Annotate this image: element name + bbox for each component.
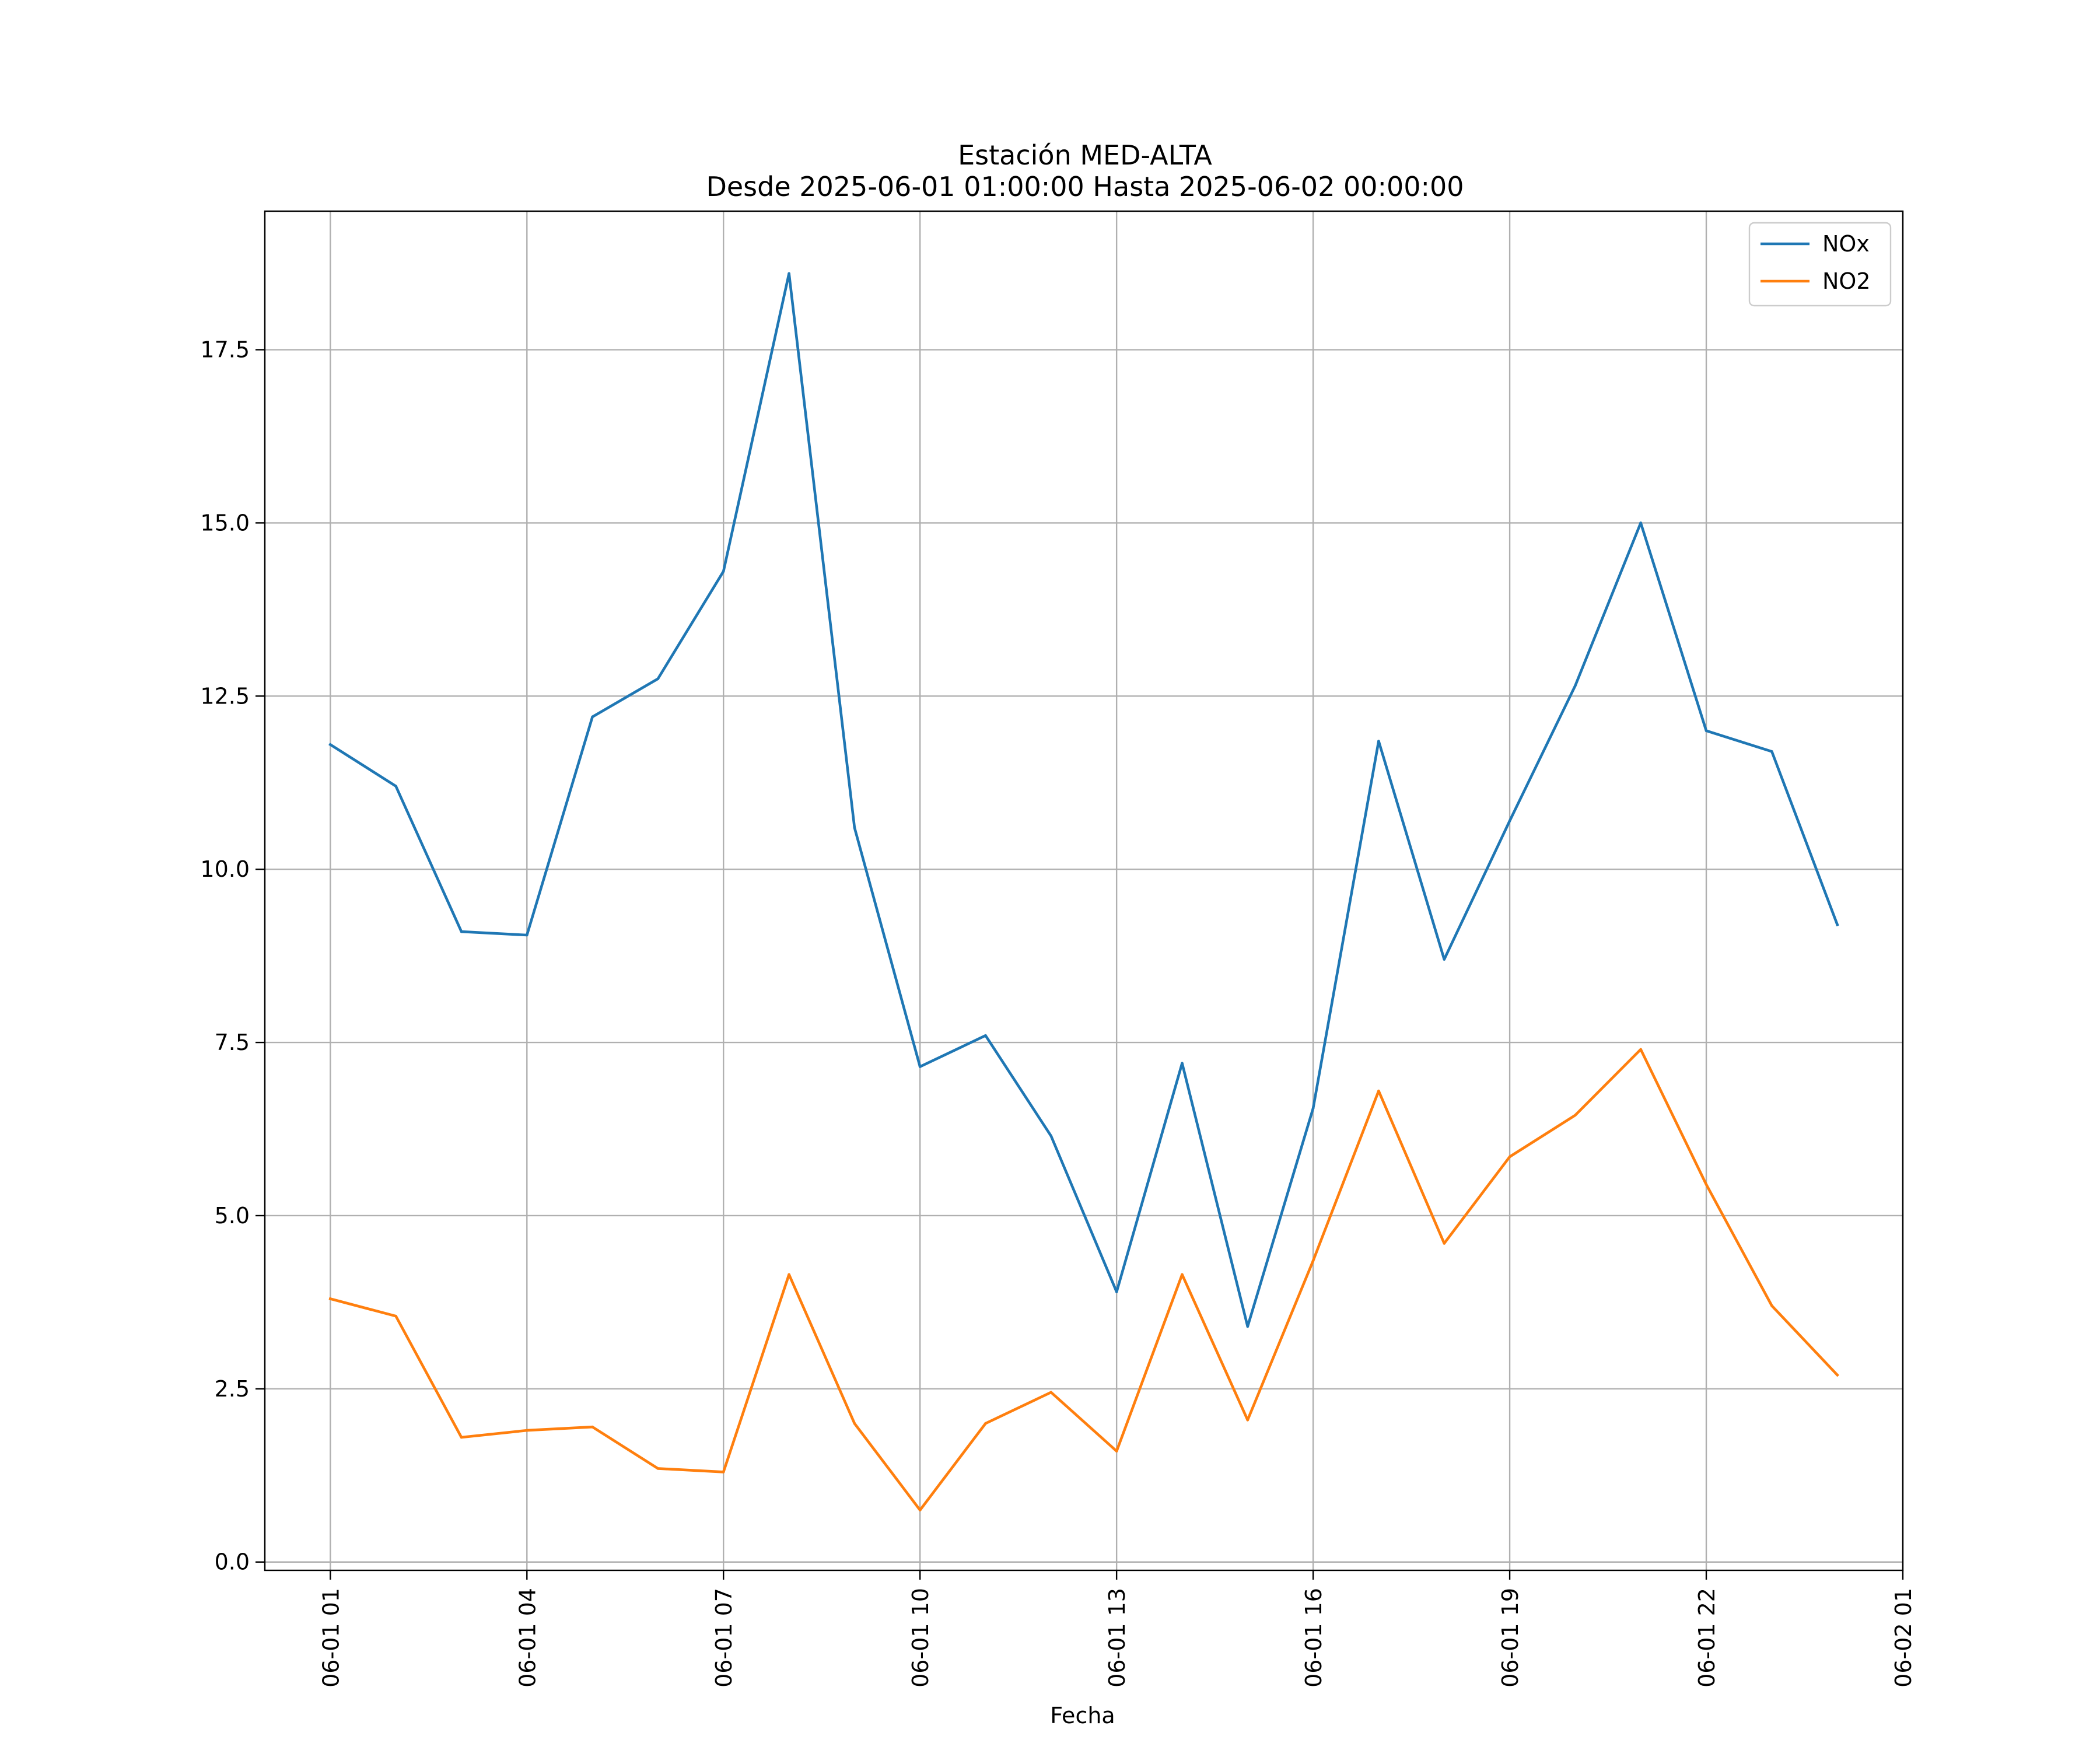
x-tick-label: 06-01 22 xyxy=(1694,1588,1720,1688)
data-point-nox xyxy=(591,715,594,719)
data-point-nox xyxy=(460,930,463,933)
y-tick-label: 17.5 xyxy=(200,337,250,363)
data-point-no2 xyxy=(1574,1114,1577,1117)
tick-layer: 06-01 01 06-01 04 06-01 07 06-01 10 06-01 13… xyxy=(200,337,1916,1688)
y-tick-label: 5.0 xyxy=(215,1203,250,1228)
data-point-nox xyxy=(984,1034,987,1037)
data-point-no2 xyxy=(460,1436,463,1439)
data-point-no2 xyxy=(984,1422,987,1425)
data-point-nox xyxy=(1704,729,1708,732)
plot-frame xyxy=(264,210,1904,1572)
x-tick-label: 06-01 01 xyxy=(318,1588,344,1688)
y-tick-label: 2.5 xyxy=(215,1376,250,1402)
series-line-no2 xyxy=(328,1048,1839,1511)
legend-label-no2: NO2 xyxy=(1822,268,1871,294)
chart-subtitle: Desde 2025-06-01 01:00:00 Hasta 2025-06-… xyxy=(706,171,1464,202)
data-point-no2 xyxy=(1639,1048,1642,1051)
data-point-no2 xyxy=(1115,1450,1118,1452)
chart-title: Estación MED-ALTA xyxy=(958,139,1212,171)
data-point-nox xyxy=(1049,1135,1053,1138)
data-point-no2 xyxy=(1770,1304,1773,1307)
data-point-no2 xyxy=(1836,1373,1839,1377)
data-point-nox xyxy=(788,272,790,275)
series-line-nox xyxy=(328,272,1839,1328)
data-point-no2 xyxy=(591,1425,594,1429)
data-point-no2 xyxy=(788,1273,790,1276)
data-point-no2 xyxy=(1704,1183,1708,1186)
data-point-nox xyxy=(329,743,332,746)
series-layer xyxy=(328,272,1839,1511)
data-point-no2 xyxy=(1377,1089,1380,1093)
x-tick-label: 06-01 10 xyxy=(908,1588,933,1688)
data-point-nox xyxy=(394,785,397,788)
data-point-nox xyxy=(1836,923,1839,926)
data-point-nox xyxy=(853,826,856,830)
data-point-nox xyxy=(1639,522,1642,524)
data-point-no2 xyxy=(1443,1242,1446,1245)
data-point-no2 xyxy=(1508,1155,1511,1158)
data-point-nox xyxy=(1443,958,1446,961)
data-point-no2 xyxy=(1049,1391,1053,1394)
y-tick-label: 12.5 xyxy=(200,683,250,709)
data-point-no2 xyxy=(1246,1419,1250,1422)
data-point-nox xyxy=(1246,1325,1250,1328)
data-point-no2 xyxy=(329,1297,332,1300)
data-point-nox xyxy=(1377,740,1380,743)
data-point-nox xyxy=(722,570,725,573)
legend: NOx NO2 xyxy=(1748,222,1892,307)
data-point-no2 xyxy=(722,1471,725,1474)
data-point-nox xyxy=(1115,1290,1118,1293)
legend-label-nox: NOx xyxy=(1822,231,1870,257)
data-point-nox xyxy=(1311,1107,1315,1110)
data-point-nox xyxy=(1574,684,1577,687)
data-point-no2 xyxy=(526,1429,528,1432)
y-tick-label: 10.0 xyxy=(200,856,250,882)
x-tick-label: 06-01 13 xyxy=(1104,1588,1130,1688)
data-point-no2 xyxy=(394,1314,397,1318)
data-point-nox xyxy=(526,933,528,937)
data-point-no2 xyxy=(1181,1273,1184,1276)
x-tick-label: 06-01 19 xyxy=(1497,1588,1523,1688)
data-point-no2 xyxy=(656,1467,660,1470)
data-point-no2 xyxy=(1311,1259,1315,1262)
data-point-no2 xyxy=(853,1422,856,1425)
x-tick-label: 06-02 01 xyxy=(1891,1588,1916,1688)
y-tick-label: 0.0 xyxy=(215,1549,250,1575)
x-tick-label: 06-01 04 xyxy=(514,1588,540,1688)
data-point-nox xyxy=(1508,819,1511,822)
data-point-nox xyxy=(1181,1062,1184,1065)
x-axis-label: Fecha xyxy=(1050,1703,1115,1728)
data-point-nox xyxy=(1770,750,1773,753)
x-tick-label: 06-01 07 xyxy=(711,1588,737,1688)
y-tick-label: 7.5 xyxy=(215,1030,250,1055)
data-point-no2 xyxy=(918,1508,922,1511)
data-point-nox xyxy=(918,1065,922,1068)
x-tick-label: 06-01 16 xyxy=(1301,1588,1326,1688)
y-tick-label: 15.0 xyxy=(200,510,250,536)
data-point-nox xyxy=(656,677,660,680)
